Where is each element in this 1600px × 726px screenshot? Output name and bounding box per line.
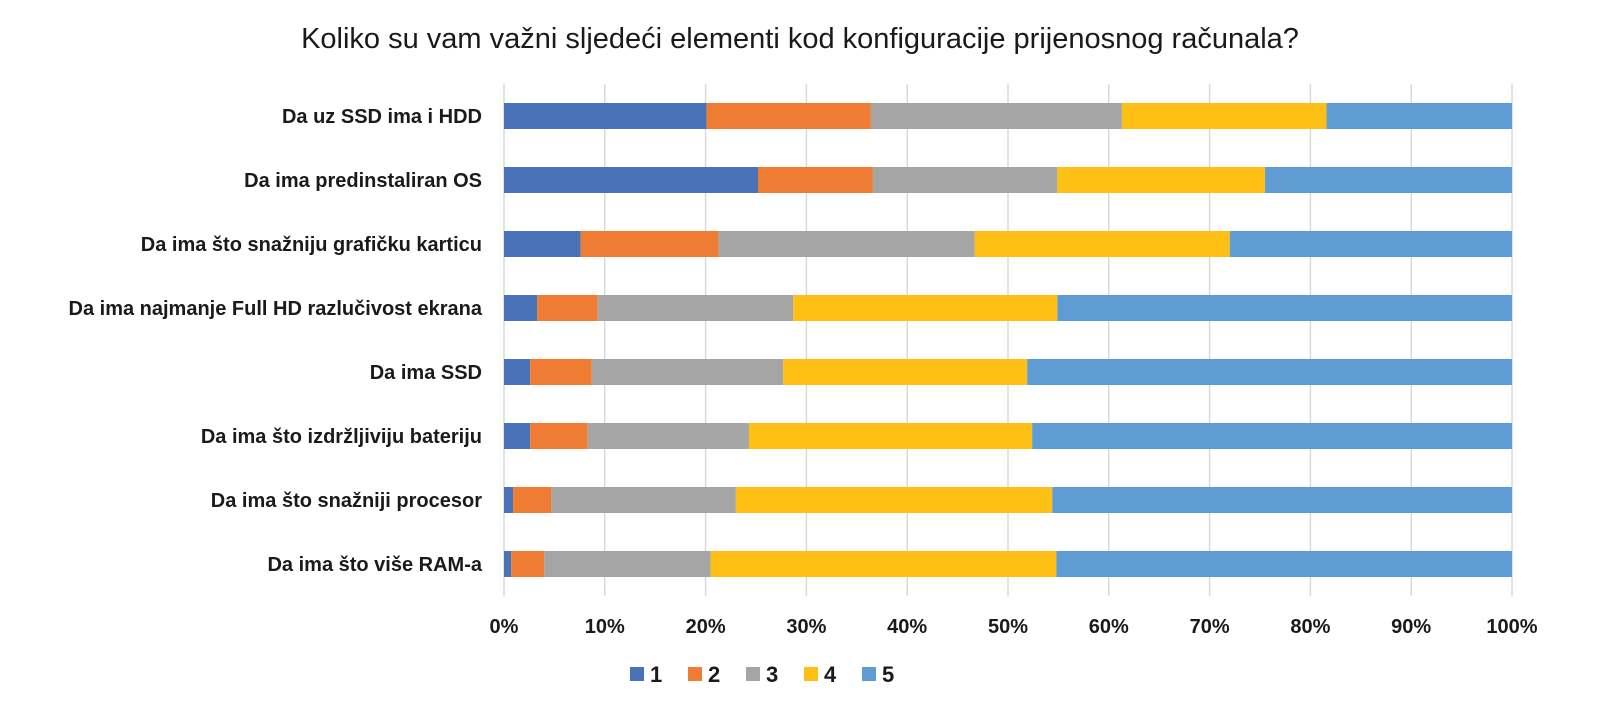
- legend: 1 2 3 4 5: [630, 662, 894, 687]
- bar-segment: [504, 103, 707, 129]
- bar-segment: [513, 487, 552, 513]
- x-tick-label: 100%: [1486, 616, 1537, 638]
- bar-segment: [793, 295, 1058, 321]
- chart-title: Koliko su vam važni sljedeći elementi ko…: [301, 23, 1299, 55]
- legend-label: 3: [766, 662, 778, 687]
- x-tick-label: 40%: [887, 616, 927, 638]
- bar-segment: [504, 551, 512, 577]
- bar-segment: [511, 551, 545, 577]
- bar-segment: [1121, 103, 1327, 129]
- legend-swatch: [746, 667, 760, 681]
- bar-segment: [1057, 167, 1266, 193]
- bar-segment: [587, 423, 749, 449]
- bar-segment: [504, 423, 531, 449]
- legend-swatch: [862, 667, 876, 681]
- category-label: Da ima SSD: [370, 362, 482, 384]
- x-tick-label: 30%: [786, 616, 826, 638]
- category-label: Da uz SSD ima i HDD: [282, 106, 482, 128]
- bar-segment: [710, 551, 1057, 577]
- bar-segment: [504, 167, 759, 193]
- x-tick-label: 60%: [1089, 616, 1129, 638]
- category-label: Da ima predinstaliran OS: [244, 170, 482, 192]
- bar-segment: [735, 487, 1053, 513]
- bar-segment: [504, 487, 514, 513]
- bar-segment: [1056, 551, 1512, 577]
- bar-segment: [1229, 231, 1512, 257]
- bar-segment: [530, 359, 592, 385]
- bar-segment: [504, 359, 531, 385]
- bar-segment: [1057, 295, 1512, 321]
- x-tick-label: 70%: [1190, 616, 1230, 638]
- bar-segment: [537, 295, 598, 321]
- x-tick-label: 90%: [1391, 616, 1431, 638]
- x-tick-label: 10%: [585, 616, 625, 638]
- category-label: Da ima što više RAM-a: [267, 554, 482, 576]
- bar-segment: [504, 231, 581, 257]
- category-label: Da ima što snažniju grafičku karticu: [141, 234, 482, 256]
- bar-segment: [718, 231, 975, 257]
- bars: [504, 103, 1512, 577]
- bar-segment: [1052, 487, 1512, 513]
- bar-segment: [1027, 359, 1512, 385]
- x-tick-label: 20%: [686, 616, 726, 638]
- bar-segment: [1265, 167, 1512, 193]
- bar-segment: [783, 359, 1028, 385]
- category-labels: Da uz SSD ima i HDD Da ima predinstaliran…: [69, 106, 483, 576]
- bar-segment: [1032, 423, 1512, 449]
- x-tick-label: 0%: [490, 616, 519, 638]
- gridlines: [503, 84, 1513, 596]
- legend-swatch: [630, 667, 644, 681]
- bar-segment: [748, 423, 1033, 449]
- category-label: Da ima što snažniji procesor: [211, 490, 482, 512]
- bar-segment: [504, 295, 538, 321]
- bar-segment: [706, 103, 871, 129]
- bar-segment: [758, 167, 873, 193]
- bar-segment: [551, 487, 736, 513]
- x-tick-label: 80%: [1290, 616, 1330, 638]
- category-label: Da ima najmanje Full HD razlučivost ekra…: [69, 298, 483, 320]
- bar-segment: [1326, 103, 1512, 129]
- bar-segment: [580, 231, 719, 257]
- legend-swatch: [804, 667, 818, 681]
- category-label: Da ima što izdržljiviju bateriju: [201, 426, 482, 448]
- bar-segment: [530, 423, 588, 449]
- bar-segment: [974, 231, 1230, 257]
- bar-segment: [872, 167, 1058, 193]
- legend-label: 4: [824, 662, 837, 687]
- legend-swatch: [688, 667, 702, 681]
- bar-segment: [544, 551, 711, 577]
- legend-label: 2: [708, 662, 720, 687]
- legend-label: 1: [650, 662, 662, 687]
- x-axis-tick-labels: 0% 10% 20% 30% 40% 50% 60% 70% 80% 90% 100%: [490, 616, 1538, 638]
- bar-segment: [870, 103, 1122, 129]
- bar-segment: [591, 359, 784, 385]
- bar-segment: [597, 295, 794, 321]
- legend-label: 5: [882, 662, 894, 687]
- x-tick-label: 50%: [988, 616, 1028, 638]
